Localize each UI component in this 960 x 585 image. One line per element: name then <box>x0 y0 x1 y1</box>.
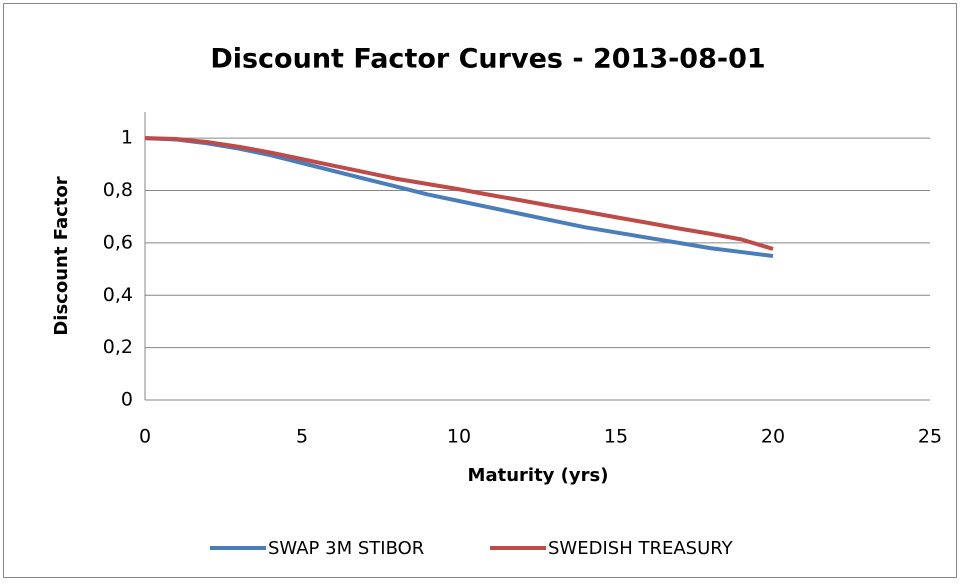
x-tick-label: 25 <box>918 426 942 448</box>
series-line <box>144 136 774 258</box>
x-axis-label: Maturity (yrs) <box>468 465 609 486</box>
y-tick-label: 0,8 <box>103 179 133 201</box>
y-tick-label: 0 <box>121 389 133 411</box>
x-tick-label: 10 <box>447 426 471 448</box>
x-tick-label: 0 <box>139 426 151 448</box>
legend-label: SWAP 3M STIBOR <box>268 538 424 559</box>
chart-title: Discount Factor Curves - 2013-08-01 <box>210 44 765 75</box>
y-tick-label: 0,4 <box>103 284 133 306</box>
y-tick-label: 0,6 <box>103 231 133 253</box>
y-tick-label: 1 <box>121 127 133 149</box>
chart-frame <box>3 3 957 578</box>
legend-label: SWEDISH TREASURY <box>548 538 734 559</box>
x-tick-label: 15 <box>604 426 628 448</box>
y-axis-label: Discount Factor <box>51 176 72 335</box>
series-line <box>144 136 774 251</box>
y-tick-label: 0,2 <box>103 336 133 358</box>
x-tick-label: 5 <box>296 426 308 448</box>
x-tick-label: 20 <box>761 426 785 448</box>
